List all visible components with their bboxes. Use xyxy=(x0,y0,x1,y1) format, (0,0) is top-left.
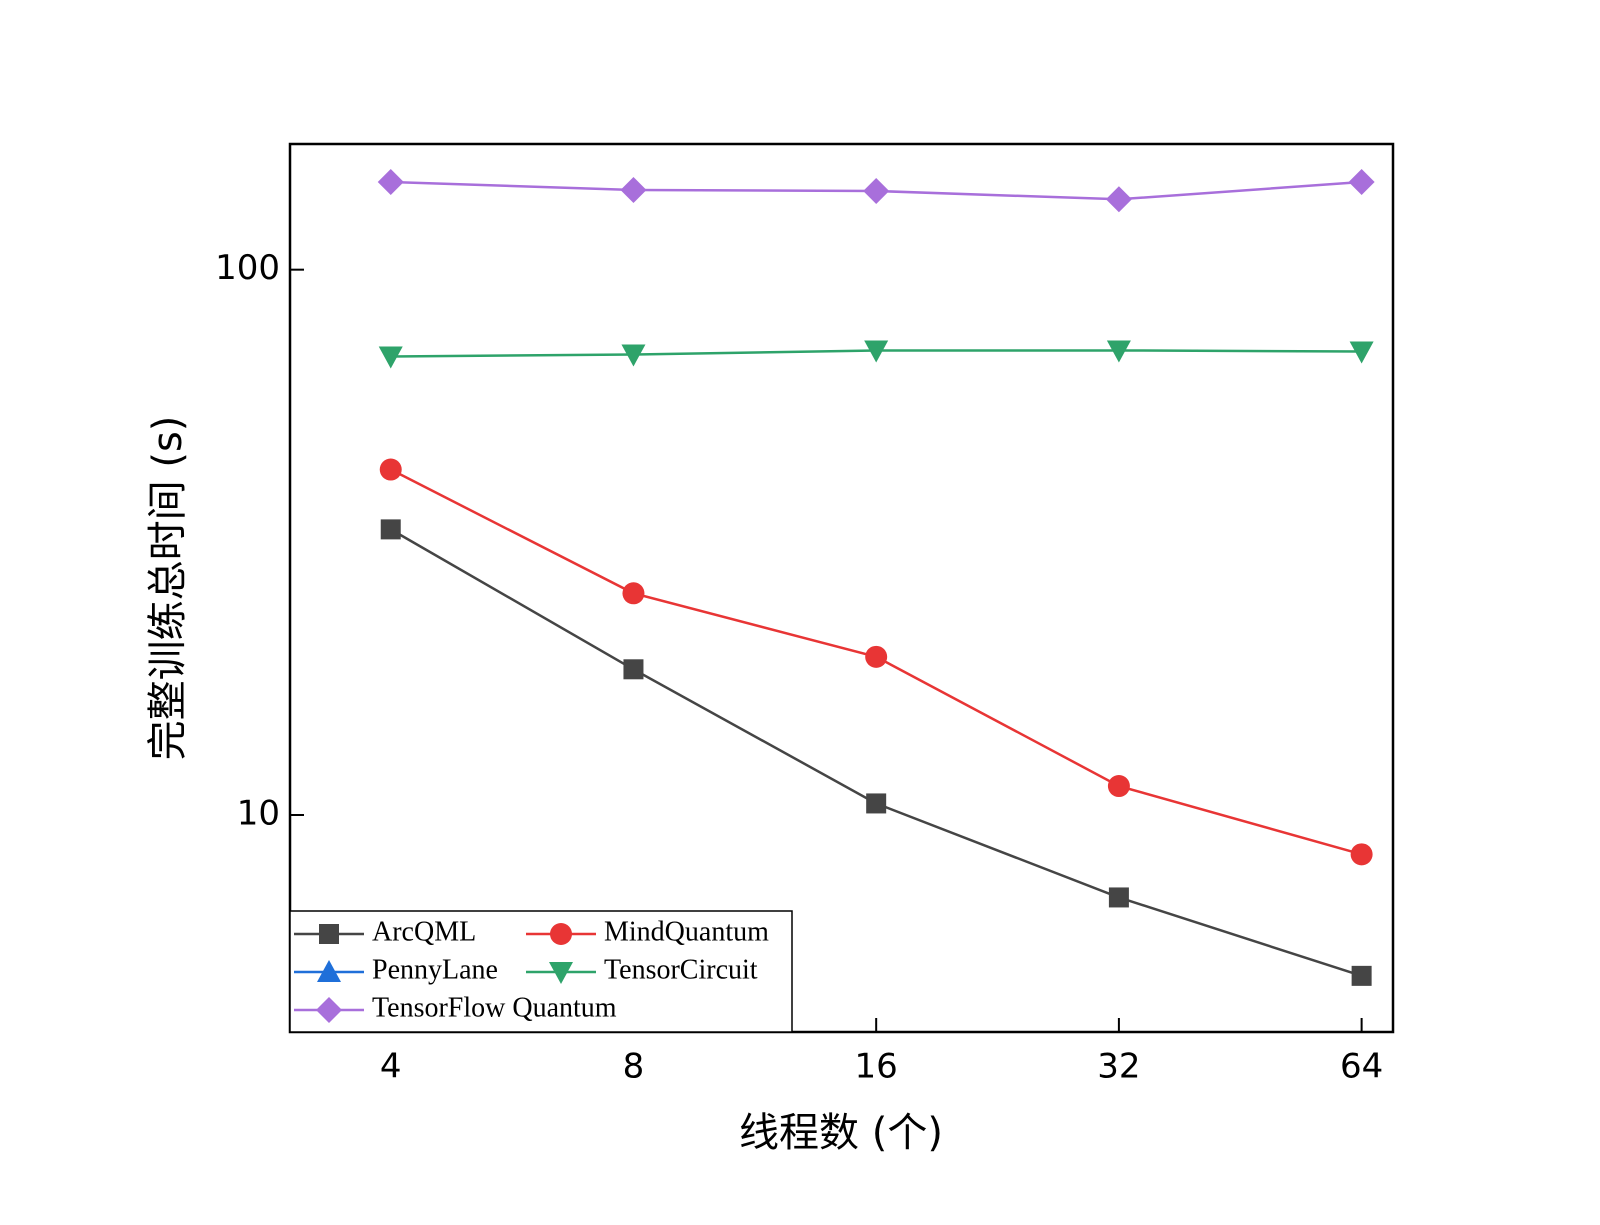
marker xyxy=(1351,965,1372,986)
marker xyxy=(319,924,339,944)
y-tick-label: 100 xyxy=(215,248,280,288)
marker xyxy=(865,645,888,668)
marker xyxy=(1108,887,1129,908)
marker xyxy=(1106,340,1131,363)
marker xyxy=(621,344,646,367)
marker xyxy=(378,346,403,369)
marker xyxy=(1348,168,1375,195)
legend-label: PennyLane xyxy=(372,954,498,985)
x-tick-label: 8 xyxy=(623,1047,645,1087)
x-tick-label: 64 xyxy=(1340,1047,1383,1087)
x-tick-label: 16 xyxy=(855,1047,898,1087)
series-line xyxy=(390,528,1363,978)
legend-label: TensorFlow Quantum xyxy=(372,992,617,1023)
marker xyxy=(864,340,889,363)
legend-label: TensorCircuit xyxy=(604,954,758,985)
marker xyxy=(866,793,887,814)
marker xyxy=(377,168,404,195)
y-tick-label: 10 xyxy=(237,793,280,833)
x-axis-label: 线程数 (个) xyxy=(739,1110,943,1156)
y-axis-label: 完整训练总时间 (s) xyxy=(145,416,191,761)
marker xyxy=(622,582,645,605)
marker xyxy=(863,177,890,204)
plot-frame xyxy=(288,142,1395,1034)
legend-label: MindQuantum xyxy=(604,916,769,947)
marker xyxy=(380,519,401,540)
marker xyxy=(1349,341,1374,364)
marker xyxy=(549,962,573,984)
marker xyxy=(379,458,402,481)
marker xyxy=(1107,775,1130,798)
legend-label: ArcQML xyxy=(372,916,476,947)
marker xyxy=(620,176,647,203)
marker xyxy=(550,923,572,945)
marker xyxy=(316,997,342,1023)
marker xyxy=(1105,186,1132,213)
x-tick-label: 32 xyxy=(1097,1047,1140,1087)
x-tick-label: 4 xyxy=(380,1047,402,1087)
marker xyxy=(1350,843,1373,866)
marker xyxy=(317,960,341,982)
marker xyxy=(623,659,644,680)
